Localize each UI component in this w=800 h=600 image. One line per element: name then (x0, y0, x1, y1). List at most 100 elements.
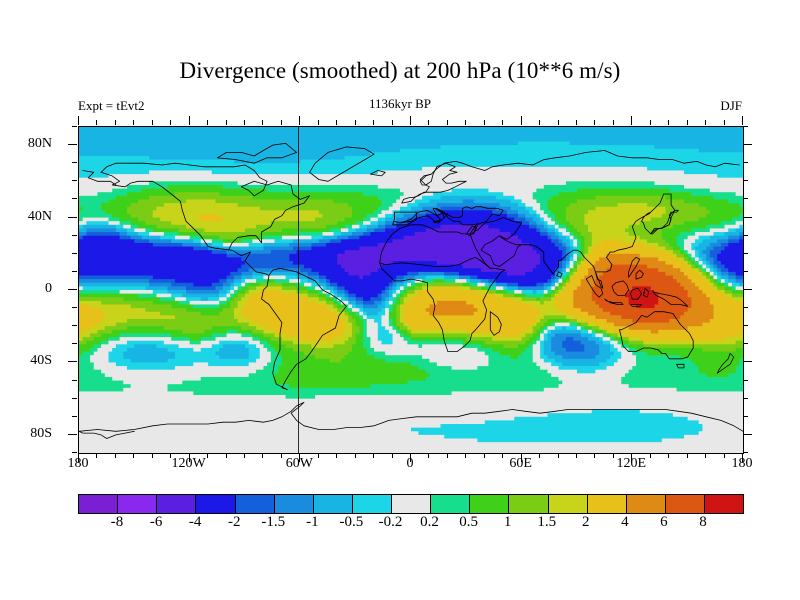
y-tick (72, 235, 77, 236)
y-tick (68, 434, 77, 435)
x-axis-label-180: 180 (731, 456, 753, 471)
x-tick (244, 120, 245, 125)
y-axis-label-80S: 80S (30, 425, 52, 441)
colorbar-label-0.2: 0.2 (420, 514, 439, 530)
x-tick (262, 120, 263, 125)
colorbar-label-0.5: 0.5 (459, 514, 478, 530)
colorbar-cell-2 (157, 495, 197, 513)
x-tick (576, 120, 577, 125)
x-tick (521, 116, 522, 125)
colorbar-cell-6 (313, 495, 353, 513)
y-axis-label-0: 0 (45, 281, 52, 296)
colorbar-label--0.2: -0.2 (378, 514, 403, 530)
x-tick (650, 120, 651, 125)
colorbar-cell-13 (587, 495, 627, 513)
colorbar-label--2: -2 (227, 514, 241, 530)
x-axis-label-120E: 120E (616, 456, 647, 471)
x-tick (428, 453, 429, 458)
x-tick (742, 453, 743, 462)
y-tick (743, 162, 748, 163)
coastline-overlay (79, 127, 743, 453)
x-tick (189, 453, 190, 462)
x-tick (594, 453, 595, 458)
x-tick (576, 453, 577, 458)
x-tick (281, 120, 282, 125)
x-tick (484, 453, 485, 458)
x-tick (78, 453, 79, 462)
colorbar-cell-0 (79, 495, 119, 513)
colorbar-cell-16 (705, 495, 744, 513)
y-tick (68, 361, 77, 362)
colorbar-label--1.5: -1.5 (261, 514, 286, 530)
x-tick (428, 120, 429, 125)
x-tick (189, 116, 190, 125)
season-label: DJF (720, 98, 742, 113)
y-tick (72, 380, 77, 381)
y-axis-label-80N: 80N (27, 136, 52, 152)
page-title: Divergence (smoothed) at 200 hPa (10**6 … (179, 58, 621, 83)
colorbar-label-4: 4 (621, 514, 629, 530)
colorbar-cell-10 (470, 495, 510, 513)
x-tick (650, 453, 651, 458)
experiment-label: Expt = tEvt2 (78, 98, 145, 113)
y-tick (743, 180, 748, 181)
colorbar-label--4: -4 (188, 514, 202, 530)
x-axis-label-180: 180 (67, 456, 89, 471)
x-tick (78, 116, 79, 125)
y-tick (72, 307, 77, 308)
colorbar-label--8: -8 (110, 514, 124, 530)
x-tick (392, 120, 393, 125)
subtitle-row: Expt = tEvt2 1136kyr BP DJF (0, 96, 800, 116)
x-tick (668, 120, 669, 125)
x-axis-label-0: 0 (406, 456, 414, 471)
y-axis-label-40S: 40S (30, 353, 52, 369)
y-tick (743, 343, 748, 344)
colorbar-cell-12 (548, 495, 588, 513)
y-tick (743, 307, 748, 308)
x-tick (724, 453, 725, 458)
y-tick (72, 398, 77, 399)
x-tick (613, 120, 614, 125)
colorbar-cell-4 (235, 495, 275, 513)
x-tick (373, 453, 374, 458)
y-tick (72, 253, 77, 254)
x-tick (631, 116, 632, 125)
x-tick (668, 453, 669, 458)
x-tick (521, 453, 522, 462)
x-tick (724, 120, 725, 125)
y-tick (743, 217, 752, 218)
x-tick (115, 453, 116, 458)
x-tick (336, 453, 337, 458)
x-tick (226, 453, 227, 458)
colorbar-label--6: -6 (149, 514, 163, 530)
x-tick (613, 453, 614, 458)
colorbar-cell-5 (274, 495, 314, 513)
y-tick (743, 325, 748, 326)
x-tick (539, 120, 540, 125)
colorbar-cell-15 (665, 495, 705, 513)
x-tick (318, 453, 319, 458)
y-tick (743, 144, 752, 145)
colorbar-label--0.5: -0.5 (339, 514, 364, 530)
x-tick (502, 120, 503, 125)
x-tick (705, 453, 706, 458)
x-tick (262, 453, 263, 458)
colorbar-cell-9 (431, 495, 471, 513)
map-clip (79, 127, 743, 453)
y-tick (743, 452, 748, 453)
colorbar-label-2: 2 (582, 514, 590, 530)
x-tick (687, 120, 688, 125)
colorbar-cell-14 (626, 495, 666, 513)
colorbar-label-1.5: 1.5 (537, 514, 557, 530)
x-axis-label-60W: 60W (285, 456, 313, 471)
divergence-contour-field (79, 127, 743, 453)
x-tick (558, 120, 559, 125)
x-tick (447, 453, 448, 458)
x-tick (410, 116, 411, 125)
x-tick (373, 120, 374, 125)
x-tick (170, 120, 171, 125)
x-tick (318, 120, 319, 125)
y-tick (743, 198, 748, 199)
y-tick (743, 126, 748, 127)
y-tick (743, 398, 748, 399)
